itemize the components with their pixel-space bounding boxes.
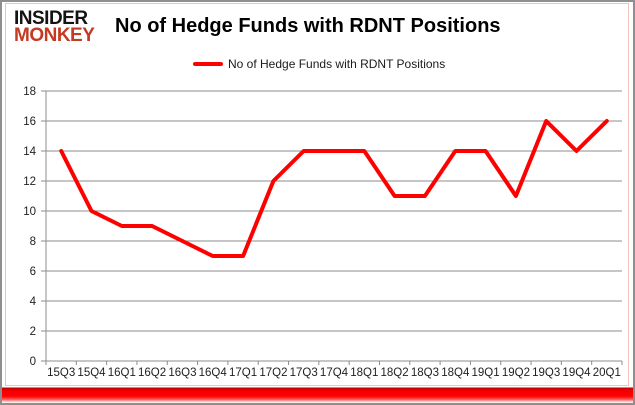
logo-text-monkey: MONKEY — [14, 25, 95, 47]
series-line — [59, 119, 609, 258]
x-axis-category-label: 15Q3 — [47, 367, 75, 379]
x-axis-category-label: 18Q4 — [441, 367, 470, 379]
y-axis-tick-label: 14 — [23, 146, 36, 158]
y-axis-tick-label: 10 — [23, 206, 36, 218]
x-axis-category-label: 17Q2 — [259, 367, 287, 379]
x-axis-category-label: 17Q1 — [229, 367, 257, 379]
x-axis-category-label: 16Q4 — [199, 367, 228, 379]
x-axis-category-label: 20Q1 — [593, 367, 621, 379]
x-axis-category-label: 18Q3 — [411, 367, 439, 379]
x-axis-category-label: 18Q1 — [350, 367, 378, 379]
x-axis-category-label: 18Q2 — [381, 367, 409, 379]
x-axis-category-label: 19Q1 — [472, 367, 500, 379]
x-axis-category-label: 16Q1 — [108, 367, 136, 379]
insider-monkey-logo: INSIDER MONKEY — [14, 8, 95, 47]
x-axis-category-label: 15Q4 — [77, 367, 106, 379]
logo-text-insider: INSIDER — [14, 8, 88, 29]
x-axis-category-label: 17Q3 — [290, 367, 318, 379]
legend-line-swatch — [193, 62, 223, 66]
x-axis-category-label: 19Q3 — [532, 367, 560, 379]
y-axis-tick-label: 12 — [23, 176, 36, 188]
chart-title: No of Hedge Funds with RDNT Positions — [115, 15, 501, 37]
x-axis-category-label: 17Q4 — [320, 367, 349, 379]
x-axis-category-label: 16Q2 — [138, 367, 166, 379]
y-axis-tick-label: 16 — [23, 116, 36, 128]
y-axis-tick-label: 2 — [30, 326, 36, 338]
y-axis-tick-label: 6 — [30, 266, 36, 278]
legend: No of Hedge Funds with RDNT Positions — [193, 57, 445, 71]
y-axis-tick-label: 0 — [30, 356, 36, 368]
bottom-accent-bar — [2, 387, 633, 403]
y-axis-tick-label: 8 — [30, 236, 36, 248]
legend-label: No of Hedge Funds with RDNT Positions — [228, 57, 446, 71]
x-axis-category-label: 19Q4 — [562, 367, 591, 379]
x-axis-category-label: 19Q2 — [502, 367, 530, 379]
y-axis-tick-label: 18 — [23, 86, 36, 98]
x-axis-category-label: 16Q3 — [168, 367, 196, 379]
y-axis-tick-label: 4 — [30, 296, 37, 308]
